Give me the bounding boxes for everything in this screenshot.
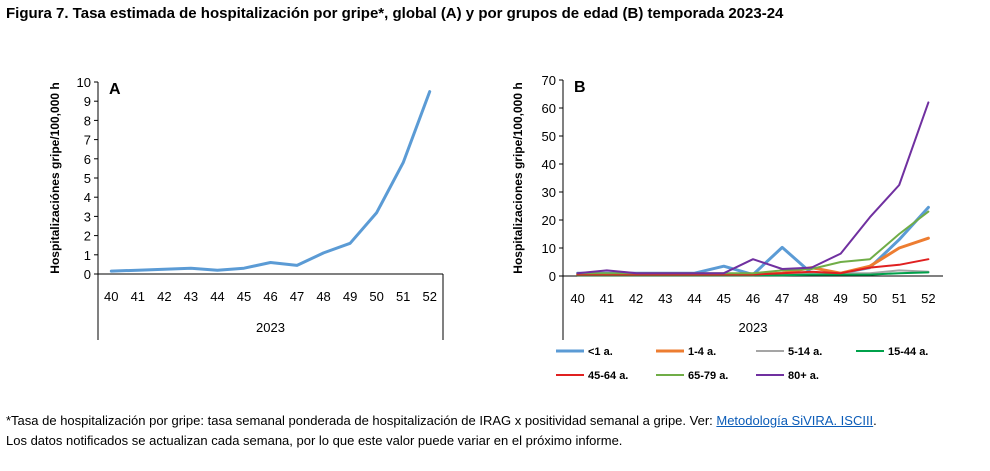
x-tick-label: 49 bbox=[833, 291, 847, 306]
y-tick-label: 5 bbox=[84, 171, 91, 186]
x-tick-label: 51 bbox=[892, 291, 906, 306]
y-tick-label: 40 bbox=[542, 157, 556, 172]
x-tick-label: 45 bbox=[717, 291, 731, 306]
y-tick-label: 1 bbox=[84, 248, 91, 263]
x-tick-label: 41 bbox=[131, 289, 145, 304]
x-tick-label: 47 bbox=[775, 291, 789, 306]
x-tick-label: 45 bbox=[237, 289, 251, 304]
legend-label-80-a: 80+ a. bbox=[788, 370, 819, 382]
series-line-1-4-a bbox=[576, 236, 930, 277]
panel-label: A bbox=[109, 81, 121, 98]
legend-label-1-a: <1 a. bbox=[588, 346, 613, 358]
legend-label-45-64-a: 45-64 a. bbox=[588, 370, 628, 382]
x-tick-label: 52 bbox=[921, 291, 935, 306]
x-tick-label: 48 bbox=[316, 289, 330, 304]
series-line-total bbox=[109, 90, 432, 273]
footnote-line-2: Los datos notificados se actualizan cada… bbox=[6, 433, 623, 448]
legend-label-5-14-a: 5-14 a. bbox=[788, 346, 822, 358]
x-tick-label: 44 bbox=[687, 291, 701, 306]
y-tick-label: 2 bbox=[84, 229, 91, 244]
x-tick-label: 42 bbox=[157, 289, 171, 304]
x-tick-label: 51 bbox=[396, 289, 410, 304]
footnote-period: . bbox=[873, 413, 877, 428]
y-tick-label: 0 bbox=[549, 269, 556, 284]
series-line-45-64-a bbox=[576, 258, 930, 276]
x-tick-label: 49 bbox=[343, 289, 357, 304]
x-tick-label: 47 bbox=[290, 289, 304, 304]
y-tick-label: 10 bbox=[77, 75, 91, 90]
x-tick-label: 50 bbox=[863, 291, 877, 306]
y-tick-label: 4 bbox=[84, 190, 91, 205]
panel-label: B bbox=[574, 79, 586, 96]
x-tick-label: 41 bbox=[600, 291, 614, 306]
footnote-text: *Tasa de hospitalización por gripe: tasa… bbox=[6, 413, 717, 428]
x-tick-label: 52 bbox=[422, 289, 436, 304]
y-axis-label: Hospitalizaciones gripe/100,000 h bbox=[511, 82, 525, 273]
x-tick-label: 42 bbox=[629, 291, 643, 306]
y-axis-label: Hospitalizaciónes gripe/100,000 h bbox=[48, 82, 62, 273]
x-axis-label: 2023 bbox=[739, 320, 768, 335]
y-tick-label: 20 bbox=[542, 213, 556, 228]
y-tick-label: 50 bbox=[542, 129, 556, 144]
figure-title: Figura 7. Tasa estimada de hospitalizaci… bbox=[6, 5, 784, 22]
y-tick-label: 3 bbox=[84, 209, 91, 224]
chart-panel-b: 0 10 20 30 40 50 60 70 40 41 42 43 44 45 46 47 48 49 50 51 5… bbox=[511, 73, 943, 382]
y-tick-label: 6 bbox=[84, 152, 91, 167]
footnote-line-1: *Tasa de hospitalización por gripe: tasa… bbox=[6, 411, 877, 431]
series-line-1-a bbox=[576, 205, 930, 277]
x-tick-label: 46 bbox=[746, 291, 760, 306]
x-tick-label: 40 bbox=[104, 289, 118, 304]
legend-label-1-4-a: 1-4 a. bbox=[688, 346, 716, 358]
methodology-link[interactable]: Metodología SiVIRA. ISCIII bbox=[716, 413, 874, 428]
y-tick-label: 70 bbox=[542, 73, 556, 88]
x-tick-label: 40 bbox=[570, 291, 584, 306]
x-tick-label: 43 bbox=[184, 289, 198, 304]
y-tick-label: 9 bbox=[84, 94, 91, 109]
legend-label-65-79-a: 65-79 a. bbox=[688, 370, 728, 382]
legend-label-15-44-a: 15-44 a. bbox=[888, 346, 928, 358]
x-tick-label: 43 bbox=[658, 291, 672, 306]
x-tick-label: 46 bbox=[263, 289, 277, 304]
footnote: *Tasa de hospitalización por gripe: tasa… bbox=[6, 411, 877, 451]
y-tick-label: 0 bbox=[84, 267, 91, 282]
y-tick-label: 30 bbox=[542, 185, 556, 200]
y-tick-label: 60 bbox=[542, 101, 556, 116]
series-line-80-a bbox=[576, 101, 930, 275]
y-tick-label: 10 bbox=[542, 241, 556, 256]
x-axis-label: 2023 bbox=[256, 320, 285, 335]
y-tick-label: 8 bbox=[84, 113, 91, 128]
chart-legend: <1 a. 1-4 a. 5-14 a. 15-44 a. 45-64 a. 65-79 … bbox=[556, 346, 928, 382]
x-tick-label: 44 bbox=[210, 289, 224, 304]
x-tick-label: 50 bbox=[369, 289, 383, 304]
x-tick-label: 48 bbox=[804, 291, 818, 306]
y-tick-label: 7 bbox=[84, 133, 91, 148]
